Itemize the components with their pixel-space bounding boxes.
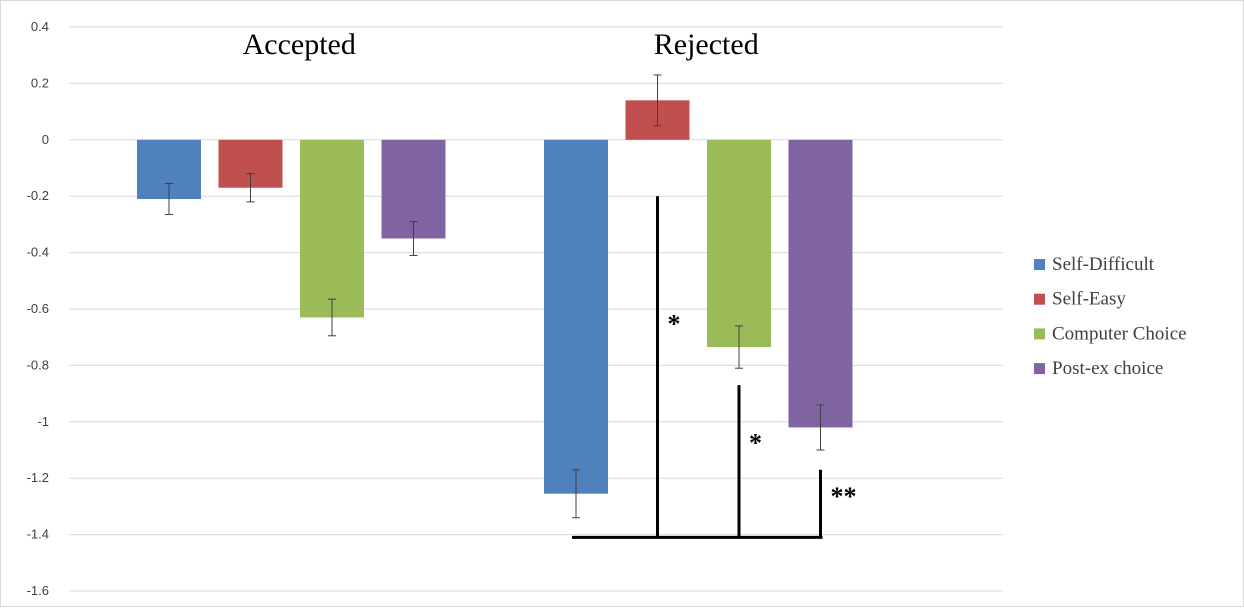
significance-label: ** (831, 482, 857, 511)
y-tick-label: 0.2 (31, 75, 49, 90)
legend: Self-Difficult Self-Easy Computer Choice Po… (1034, 254, 1187, 379)
legend-label: Self-Difficult (1052, 254, 1155, 275)
bar-self-difficult (544, 139, 608, 494)
significance-brackets: **** (572, 196, 857, 539)
bar-computer-choice (300, 139, 364, 318)
legend-swatch (1034, 293, 1045, 305)
y-axis-ticks: 0.4 0.2 0 -0.2 -0.4 -0.6 -0.8 -1 -1.2 -1.4 -1.6 (27, 19, 49, 598)
y-tick-label: -0.2 (27, 188, 49, 203)
y-tick-label: 0.4 (31, 19, 49, 34)
group-titles: Accepted Rejected (243, 28, 759, 61)
significance-label: * (668, 309, 681, 338)
significance-label: * (749, 428, 762, 457)
legend-swatch (1034, 259, 1045, 270)
bars (137, 100, 853, 494)
group-title-rejected: Rejected (654, 28, 759, 61)
y-tick-label: -1.2 (27, 470, 49, 485)
legend-swatch (1034, 328, 1045, 340)
legend-swatch (1034, 363, 1045, 375)
gridlines (69, 26, 1003, 592)
y-tick-label: -1.4 (27, 527, 49, 542)
error-bars (165, 74, 825, 519)
y-tick-label: -1.6 (27, 583, 49, 598)
y-tick-label: 0 (42, 132, 49, 147)
legend-label: Self-Easy (1052, 289, 1126, 310)
bar-computer-choice (707, 139, 771, 348)
group-title-accepted: Accepted (243, 28, 356, 61)
y-tick-label: -0.6 (27, 301, 49, 316)
y-tick-label: -0.8 (27, 357, 49, 372)
legend-label: Computer Choice (1052, 323, 1187, 344)
y-tick-label: -0.4 (27, 245, 49, 260)
legend-label: Post-ex choice (1052, 358, 1163, 379)
bar-post-ex-choice (788, 139, 853, 428)
y-tick-label: -1 (37, 414, 49, 429)
